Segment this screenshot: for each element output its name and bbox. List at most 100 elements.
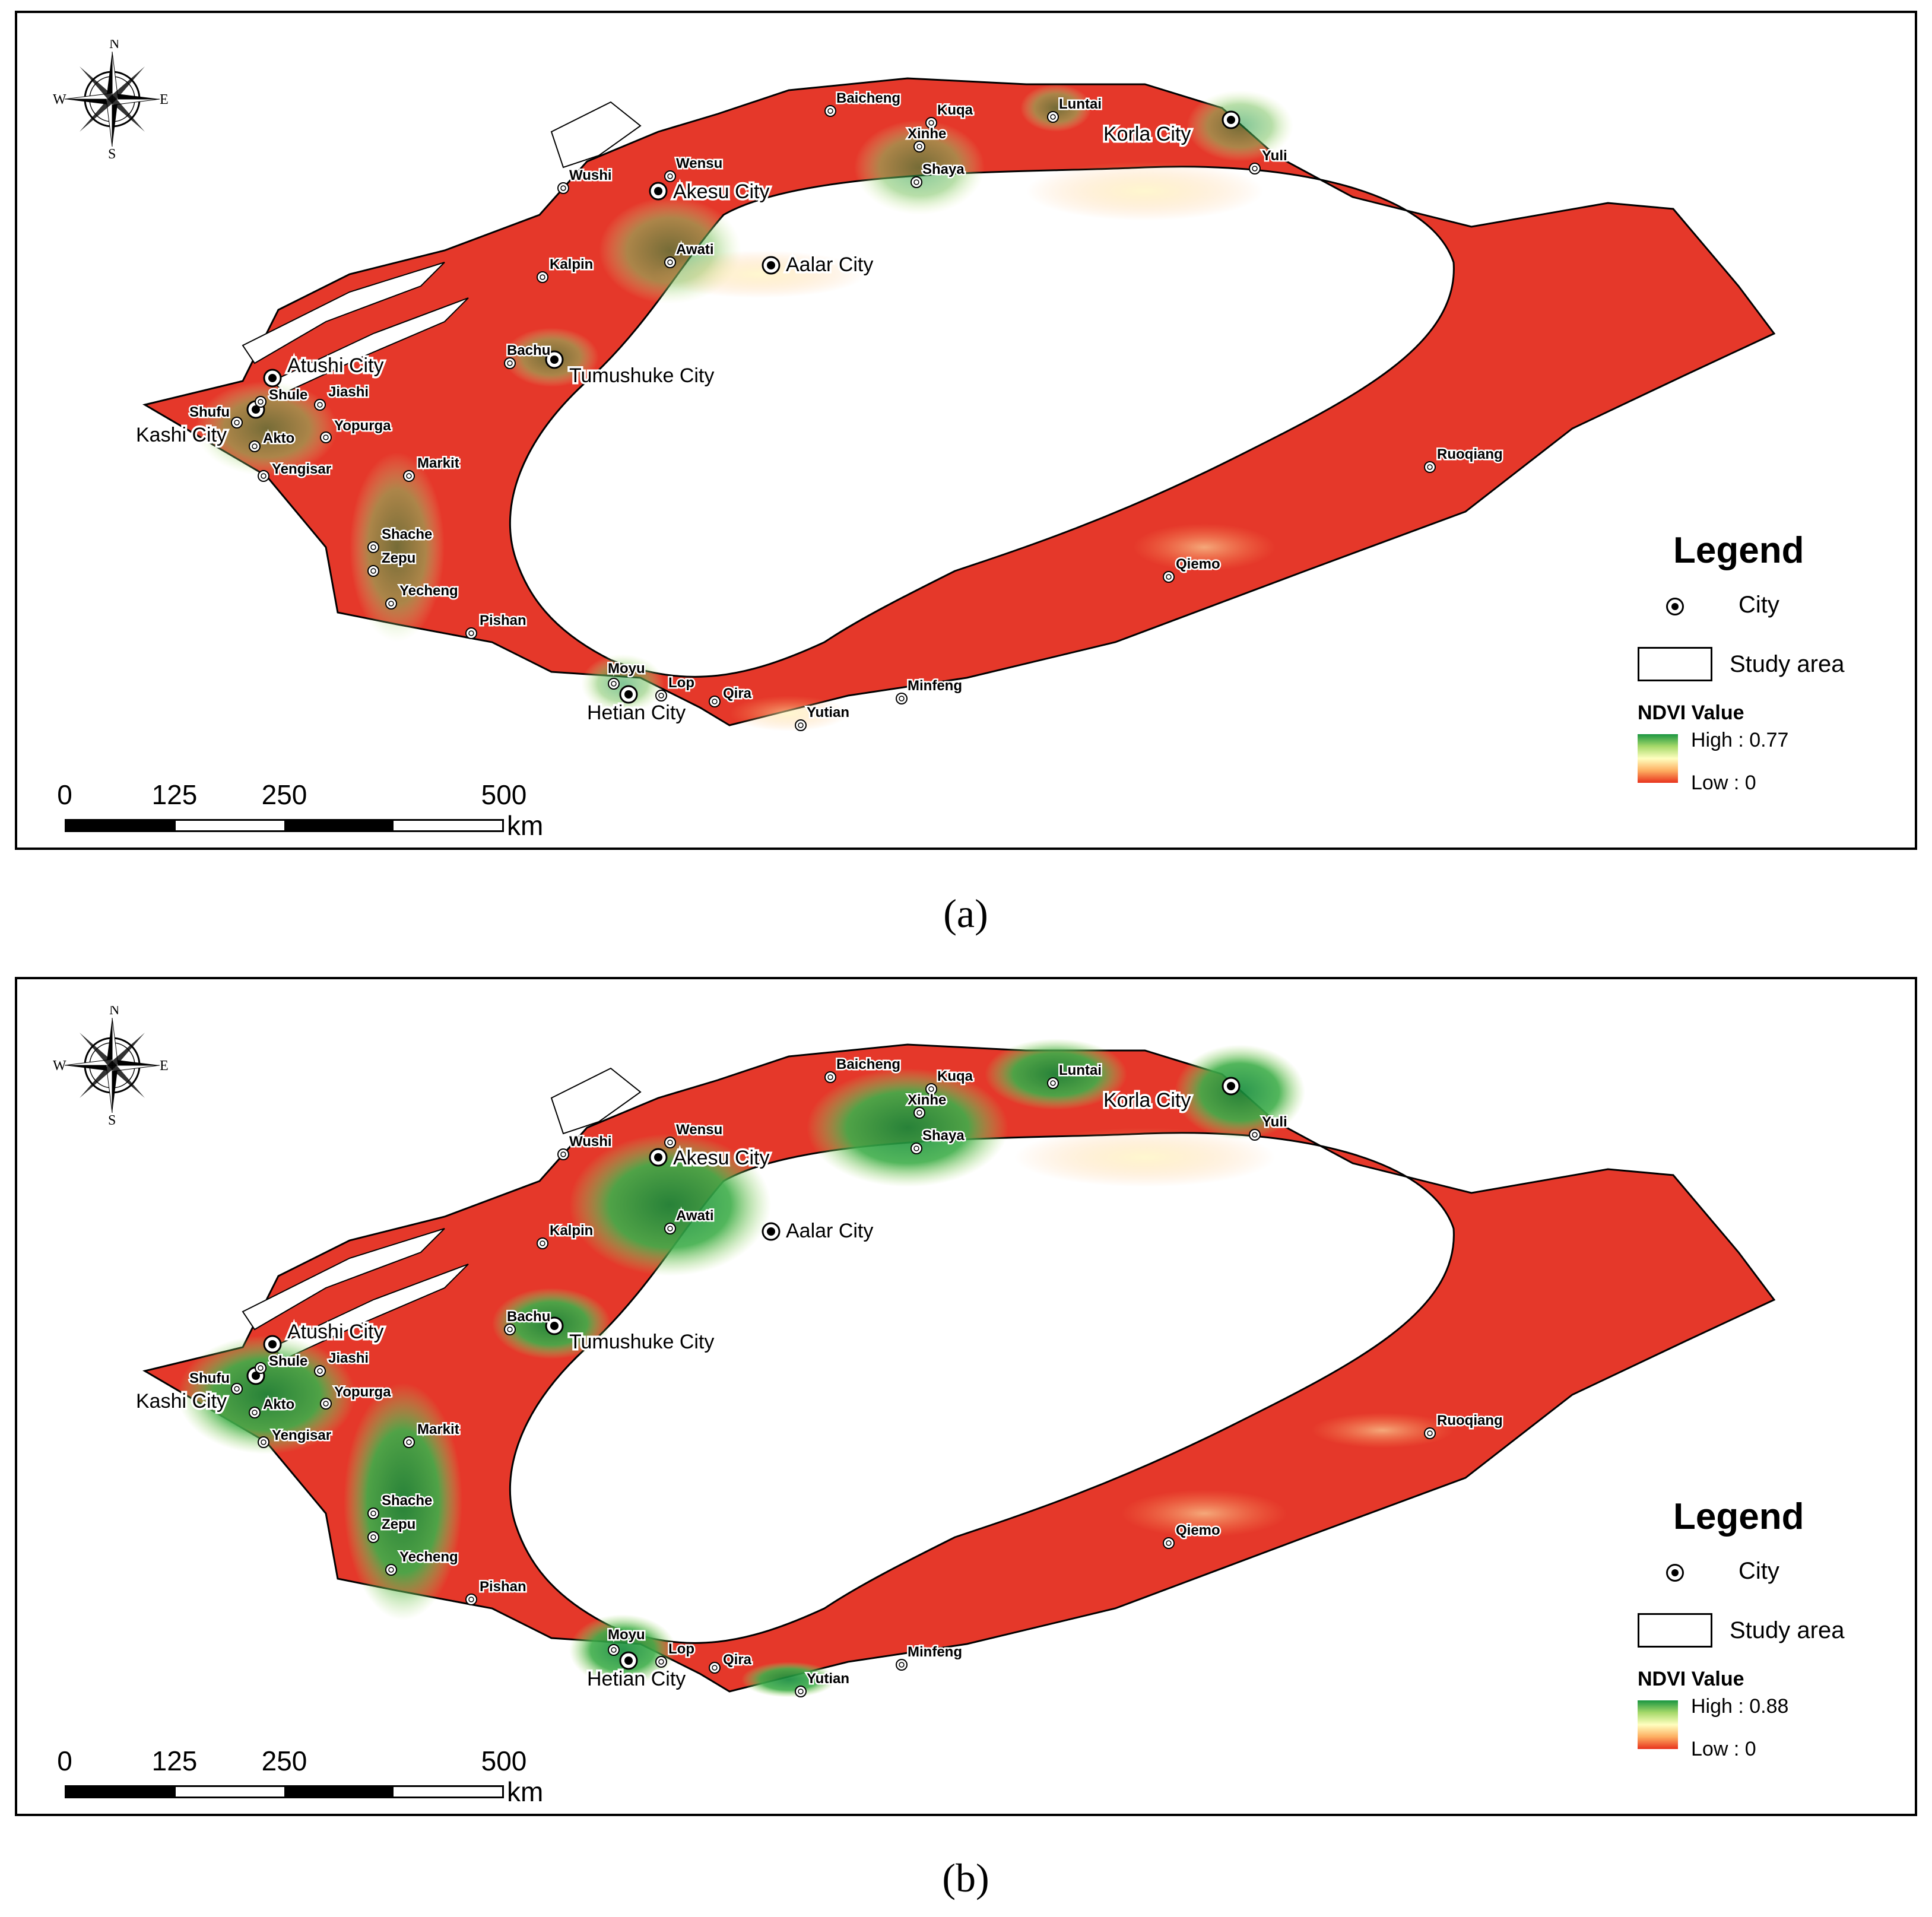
town-marker: Awati (664, 240, 715, 268)
town-label: Zepu (382, 1516, 415, 1532)
town-marker: Markit (403, 454, 461, 482)
ndvi-color-ramp (1638, 734, 1678, 783)
map-canvas-a: Akesu City Aalar City Korla City Atushi … (134, 77, 1776, 731)
town-label: Shache (382, 526, 432, 542)
town-marker: Ruoqiang (1424, 445, 1504, 473)
town-marker: Baicheng (824, 89, 902, 117)
town-label: Moyu (608, 661, 645, 677)
city-label: Akesu City (673, 180, 770, 203)
white-ridge-b (242, 1228, 445, 1331)
city-label: Tumushuke City (569, 364, 714, 387)
scale-tick: 125 (151, 1745, 198, 1776)
town-label: Yecheng (399, 583, 458, 599)
town-label: Luntai (1059, 1062, 1102, 1078)
town-marker: Luntai (1047, 1061, 1103, 1089)
scale-bar-graphic (65, 819, 504, 832)
city-label: Akesu City (673, 1147, 770, 1169)
legend-high-value: High : 0.77 (1691, 729, 1789, 751)
city-symbol-icon (1666, 598, 1684, 615)
town-marker: Lop (655, 674, 696, 702)
map-panel-b: Akesu City Aalar City Korla City Atushi … (15, 977, 1917, 1816)
town-marker: Moyu (607, 1626, 646, 1656)
town-marker: Shache (367, 525, 434, 553)
town-label: Moyu (608, 1627, 645, 1643)
town-label: Lop (668, 675, 694, 691)
town-marker: Wushi (557, 1132, 613, 1160)
town-label: Kalpin (550, 256, 593, 272)
legend-title: Legend (1673, 1496, 1804, 1537)
town-label: Akto (263, 430, 294, 446)
town-marker: Yengisar (258, 460, 333, 482)
city-hetian-a: Hetian City (585, 685, 688, 726)
legend-ndvi-title: NDVI Value (1638, 1668, 1744, 1690)
compass-w: W (53, 92, 66, 107)
town-marker: Moyu (607, 659, 646, 690)
town-label: Lop (668, 1641, 694, 1657)
town-marker: Zepu (367, 1515, 417, 1543)
town-label: Jiashi (328, 1350, 369, 1366)
town-marker: Kuqa (925, 101, 975, 129)
town-marker: Yutian (795, 1670, 851, 1697)
town-marker: Yopurga (320, 417, 393, 443)
legend-city-label: City (1739, 1558, 1779, 1584)
legend-study-area-label: Study area (1730, 651, 1845, 677)
compass-s: S (108, 1113, 116, 1125)
scale-tick: 0 (57, 1745, 72, 1776)
town-markers-a: Baicheng Kuqa Luntai Xinhe Shaya Yuli Wushi Wen… (188, 89, 1504, 731)
town-label: Ruoqiang (1437, 446, 1503, 462)
legend-low-value: Low : 0 (1691, 1738, 1756, 1760)
compass-e: E (160, 1058, 169, 1074)
town-label: Shule (269, 1353, 307, 1369)
town-label: Yutian (807, 1671, 849, 1687)
city-label: Hetian City (587, 702, 686, 724)
city-label: Atushi City (287, 1321, 384, 1343)
town-label: Pishan (480, 612, 526, 629)
compass-n: N (109, 1006, 119, 1018)
town-label: Wushi (569, 167, 612, 183)
scale-tick: 500 (481, 1745, 527, 1776)
city-akesu-b: Akesu City (649, 1145, 772, 1172)
town-marker: Akto (249, 1395, 296, 1418)
scale-bar-graphic (65, 1785, 504, 1798)
city-kashi-a: Kashi City (134, 400, 265, 449)
town-marker: Shule (255, 386, 309, 408)
city-kashi-b: Kashi City (134, 1366, 265, 1415)
town-label: Kuqa (937, 1068, 973, 1084)
scale-tick: 0 (57, 779, 72, 810)
scale-unit: km (507, 1776, 544, 1807)
town-marker: Shache (367, 1491, 434, 1519)
town-marker: Yutian (795, 703, 851, 731)
town-label: Shaya (922, 1128, 965, 1144)
legend-city-label: City (1739, 592, 1779, 618)
town-marker: Qira (709, 684, 753, 707)
town-label: Shaya (922, 161, 965, 177)
city-label: Aalar City (786, 1220, 873, 1242)
town-marker: Pishan (465, 611, 528, 639)
town-label: Shufu (189, 404, 230, 420)
town-marker: Minfeng (896, 1643, 963, 1671)
town-marker: Minfeng (896, 677, 963, 704)
town-marker: Kuqa (925, 1067, 975, 1095)
city-atushi-b: Atushi City (263, 1319, 386, 1354)
city-markers-a: Akesu City Aalar City Korla City Atushi … (134, 110, 1241, 726)
town-marker: Lop (655, 1640, 696, 1668)
scale-tick: 250 (261, 779, 307, 810)
compass-w: W (53, 1058, 66, 1074)
town-label: Qira (723, 685, 752, 702)
town-marker: Yuli (1249, 1113, 1289, 1141)
city-label: Aalar City (786, 253, 873, 276)
town-label: Yopurga (334, 1384, 391, 1400)
city-symbol-icon (1666, 1564, 1684, 1582)
legend-low-value: Low : 0 (1691, 772, 1756, 794)
town-markers-b: Baicheng Kuqa Luntai Xinhe Shaya Yuli Wushi Wen… (188, 1055, 1504, 1697)
map-panel-a: Akesu City Aalar City Korla City Atushi … (15, 11, 1917, 850)
compass-rose: N S E W (53, 1002, 172, 1128)
city-atushi-a: Atushi City (263, 353, 386, 388)
town-label: Qiemo (1176, 1522, 1220, 1538)
yellow-areas-b (1014, 1128, 1454, 1537)
compass-n: N (109, 40, 119, 52)
town-label: Yuli (1262, 148, 1287, 164)
white-ridge-a (242, 262, 445, 364)
town-marker: Xinhe (906, 1091, 948, 1119)
town-label: Kuqa (937, 102, 973, 118)
